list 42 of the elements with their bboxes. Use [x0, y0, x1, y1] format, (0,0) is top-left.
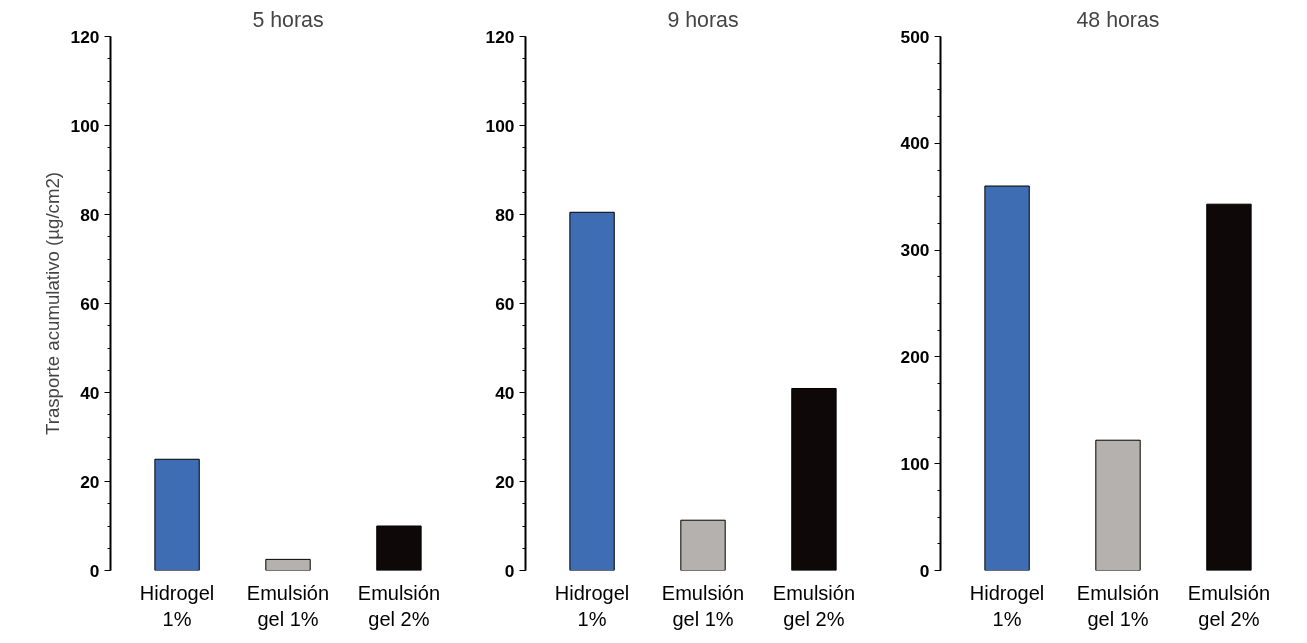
y-tick-label: 100 — [70, 115, 100, 136]
y-tick-label: 40 — [80, 382, 100, 403]
y-tick-label: 20 — [80, 471, 100, 492]
y-tick-label: 20 — [495, 471, 515, 492]
y-tick-label: 400 — [900, 133, 930, 154]
y-tick-label: 0 — [919, 560, 930, 581]
y-tick-label: 200 — [900, 346, 930, 367]
y-tick-label: 0 — [89, 560, 100, 581]
chart-title: 5 horas — [252, 7, 324, 32]
bar — [791, 387, 837, 571]
bar — [569, 211, 615, 571]
bar — [1095, 439, 1141, 571]
chart-title: 48 horas — [1076, 7, 1160, 32]
y-tick-label: 120 — [70, 26, 100, 47]
y-tick-label: 60 — [80, 293, 100, 314]
x-tick-label: Emulsión gel 1% — [661, 581, 745, 630]
chart-title: 9 horas — [667, 7, 739, 32]
x-tick-label: Emulsión gel 2% — [1187, 581, 1271, 630]
y-tick-label: 300 — [900, 240, 930, 261]
bar — [1206, 203, 1252, 571]
y-tick-label: 100 — [485, 115, 515, 136]
y-tick-label: 0 — [504, 560, 515, 581]
y-tick-label: 60 — [495, 293, 515, 314]
bar — [680, 519, 726, 571]
bar — [154, 458, 200, 571]
bar — [265, 558, 311, 571]
x-tick-label: Emulsión gel 1% — [246, 581, 330, 630]
x-tick-label: Hidrogel 1% — [139, 581, 215, 630]
x-tick-label: Emulsión gel 2% — [357, 581, 441, 630]
bar — [984, 185, 1030, 571]
y-tick-label: 40 — [495, 382, 515, 403]
x-tick-label: Hidrogel 1% — [554, 581, 630, 630]
y-tick-label: 100 — [900, 453, 930, 474]
x-tick-label: Emulsión gel 1% — [1076, 581, 1160, 630]
x-tick-label: Emulsión gel 2% — [772, 581, 856, 630]
y-tick-label: 120 — [485, 26, 515, 47]
bar — [376, 525, 422, 571]
y-axis-title: Trasporte acumulativo (µg/cm2) — [41, 171, 63, 436]
x-tick-label: Hidrogel 1% — [969, 581, 1045, 630]
y-tick-label: 80 — [495, 204, 515, 225]
y-tick-label: 500 — [900, 26, 930, 47]
y-tick-label: 80 — [80, 204, 100, 225]
